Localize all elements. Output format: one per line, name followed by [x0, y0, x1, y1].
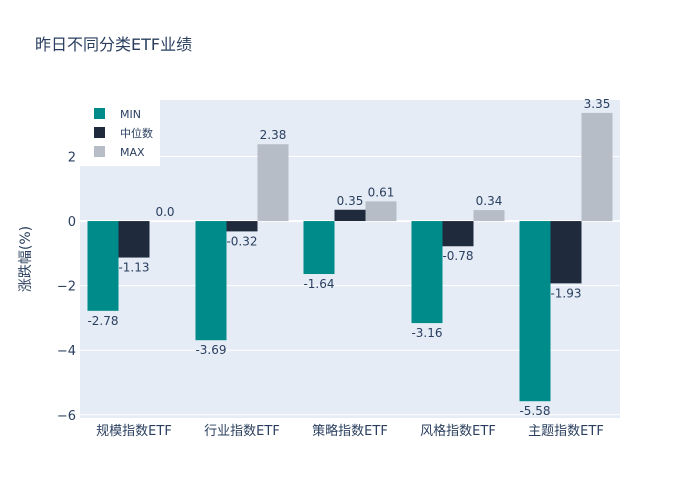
data-label: -2.78: [87, 314, 118, 328]
data-label: -1.93: [550, 286, 581, 300]
legend[interactable]: MIN 中位数 MAX: [80, 100, 160, 166]
bar[interactable]: [226, 221, 258, 232]
bar[interactable]: [303, 221, 335, 275]
x-tick-label: 行业指数ETF: [204, 424, 280, 439]
x-tick-label: 策略指数ETF: [312, 423, 388, 439]
bar[interactable]: [473, 210, 505, 222]
bar[interactable]: [442, 221, 474, 247]
data-labels: -2.78 -1.13 0.0 -3.69 -0.32 2.38 -1.64 0.35 0.61…: [87, 97, 610, 418]
data-label: -3.69: [195, 343, 226, 357]
y-axis-label: 涨跌幅(%): [18, 226, 34, 292]
data-label: 0.0: [155, 205, 174, 219]
y-tick-label: −6: [57, 409, 76, 424]
data-label: -0.78: [442, 249, 473, 263]
x-tick-label: 风格指数ETF: [420, 423, 496, 439]
legend-label[interactable]: MAX: [120, 146, 145, 159]
legend-label[interactable]: MIN: [120, 108, 141, 121]
bar[interactable]: [257, 144, 289, 222]
bars: [87, 112, 613, 402]
data-label: 0.34: [476, 194, 503, 208]
y-tick-label: 0: [68, 215, 76, 230]
bar[interactable]: [118, 221, 150, 258]
bar[interactable]: [550, 221, 582, 284]
bar[interactable]: [365, 201, 397, 222]
data-label: -1.13: [118, 261, 149, 275]
legend-swatch[interactable]: [94, 108, 105, 119]
data-label: 0.35: [337, 194, 364, 208]
bar[interactable]: [195, 221, 227, 341]
data-label: -0.32: [226, 234, 257, 248]
data-label: 3.35: [584, 97, 611, 111]
bar[interactable]: [334, 209, 366, 222]
x-axis-ticks: 规模指数ETF 行业指数ETF 策略指数ETF 风格指数ETF 主题指数ETF: [96, 423, 604, 439]
data-label: 0.61: [368, 185, 395, 199]
legend-swatch[interactable]: [94, 127, 105, 138]
y-tick-label: 2: [68, 150, 76, 165]
chart-title: 昨日不同分类ETF业绩: [35, 35, 192, 54]
legend-background: [80, 100, 160, 166]
y-tick-label: −4: [57, 344, 76, 359]
data-label: -1.64: [303, 277, 334, 291]
y-tick-label: −2: [57, 280, 76, 295]
data-label: -3.16: [411, 326, 442, 340]
x-tick-label: 规模指数ETF: [96, 424, 172, 439]
data-label: -5.58: [519, 404, 550, 418]
bar[interactable]: [581, 112, 613, 222]
bar[interactable]: [519, 221, 551, 402]
y-axis-ticks: −6 −4 −2 0 2: [57, 150, 76, 423]
data-label: 2.38: [260, 128, 287, 142]
legend-label[interactable]: 中位数: [120, 126, 153, 140]
bar[interactable]: [411, 221, 443, 324]
x-tick-label: 主题指数ETF: [528, 424, 604, 439]
bar[interactable]: [87, 221, 119, 311]
legend-swatch[interactable]: [94, 146, 105, 157]
